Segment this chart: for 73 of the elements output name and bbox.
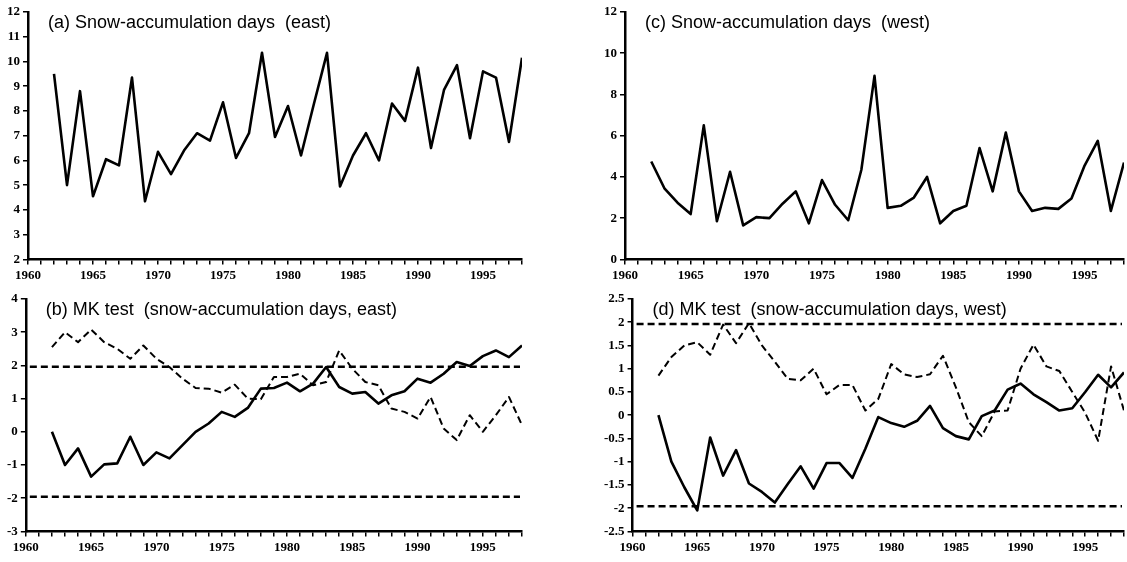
y-tick-label: -1 [613, 453, 625, 469]
chart-title: (b) MK test (snow-accumulation days, east) [45, 298, 397, 319]
y-tick-label: 1.5 [608, 336, 626, 352]
x-tick-label: 1995 [1072, 538, 1099, 554]
y-tick-label: 6 [610, 127, 618, 143]
y-tick-label: 0 [618, 406, 625, 422]
x-tick-label: 1960 [15, 266, 41, 282]
x-tick-label: 1965 [80, 266, 107, 282]
y-tick-label: 11 [7, 28, 20, 44]
x-tick-label: 1995 [1071, 266, 1099, 282]
x-tick-label: 1970 [743, 266, 770, 282]
x-tick-label: 1975 [813, 538, 841, 554]
y-tick-label: -2.5 [603, 522, 626, 538]
y-tick-label: -1 [6, 456, 18, 472]
y-tick-label: 8 [13, 102, 21, 118]
x-tick-label: 1980 [874, 266, 901, 282]
x-tick-label: 1985 [340, 266, 367, 282]
y-tick-label: 4 [11, 290, 19, 306]
y-tick-label: 12 [604, 3, 617, 19]
y-tick-label: 10 [7, 52, 20, 68]
y-tick-label: 8 [610, 85, 618, 101]
x-tick-label: 1985 [940, 266, 967, 282]
y-tick-label: 3 [13, 226, 21, 242]
x-tick-label: 1960 [12, 538, 39, 554]
x-tick-label: 1965 [78, 538, 105, 554]
y-tick-label: 0.5 [608, 383, 626, 399]
x-tick-label: 1985 [339, 538, 366, 554]
y-tick-label: 2 [13, 250, 20, 266]
x-tick-label: 1980 [878, 538, 905, 554]
y-tick-label: 6 [13, 151, 21, 167]
y-tick-label: -2 [613, 499, 625, 515]
y-tick-label: 2 [618, 313, 625, 329]
y-tick-label: 4 [610, 168, 618, 184]
y-tick-label: 10 [604, 44, 617, 60]
y-tick-label: 1 [11, 389, 18, 405]
y-tick-label: 1 [618, 360, 625, 376]
x-tick-label: 1980 [273, 538, 300, 554]
x-tick-label: 1970 [143, 538, 170, 554]
y-tick-label: 7 [13, 127, 21, 143]
y-tick-label: -2 [6, 489, 18, 505]
y-tick-label: 12 [7, 3, 20, 19]
x-tick-label: 1970 [748, 538, 775, 554]
chart-title: (d) MK test (snow-accumulation days, west) [652, 298, 1007, 319]
y-tick-label: 3 [11, 323, 19, 339]
y-tick-label: 0 [610, 250, 617, 266]
x-tick-label: 1995 [469, 538, 497, 554]
y-tick-label: -3 [6, 522, 19, 538]
y-tick-label: 2 [11, 356, 18, 372]
x-tick-label: 1975 [808, 266, 836, 282]
x-tick-label: 1970 [145, 266, 171, 282]
y-tick-label: 4 [13, 201, 21, 217]
chart-title: (a) Snow-accumulation days (east) [48, 11, 332, 32]
x-tick-label: 1995 [470, 266, 497, 282]
x-tick-label: 1990 [1007, 538, 1034, 554]
x-tick-label: 1965 [677, 266, 705, 282]
y-tick-label: 2 [610, 209, 617, 225]
y-tick-label: 2.5 [608, 290, 626, 306]
x-tick-label: 1960 [612, 266, 638, 282]
y-tick-label: 0 [11, 423, 18, 439]
x-tick-label: 1990 [405, 266, 431, 282]
x-tick-label: 1975 [210, 266, 237, 282]
y-tick-label: 5 [13, 176, 21, 192]
chart-title: (c) Snow-accumulation days (west) [645, 11, 931, 32]
x-tick-label: 1975 [208, 538, 236, 554]
y-tick-label: -1.5 [603, 476, 626, 492]
x-tick-label: 1990 [404, 538, 431, 554]
x-tick-label: 1960 [619, 538, 646, 554]
x-tick-label: 1980 [275, 266, 301, 282]
y-tick-label: 9 [13, 77, 21, 93]
y-tick-label: -0.5 [603, 429, 626, 445]
x-tick-label: 1965 [684, 538, 711, 554]
x-tick-label: 1990 [1005, 266, 1032, 282]
x-tick-label: 1985 [942, 538, 970, 554]
